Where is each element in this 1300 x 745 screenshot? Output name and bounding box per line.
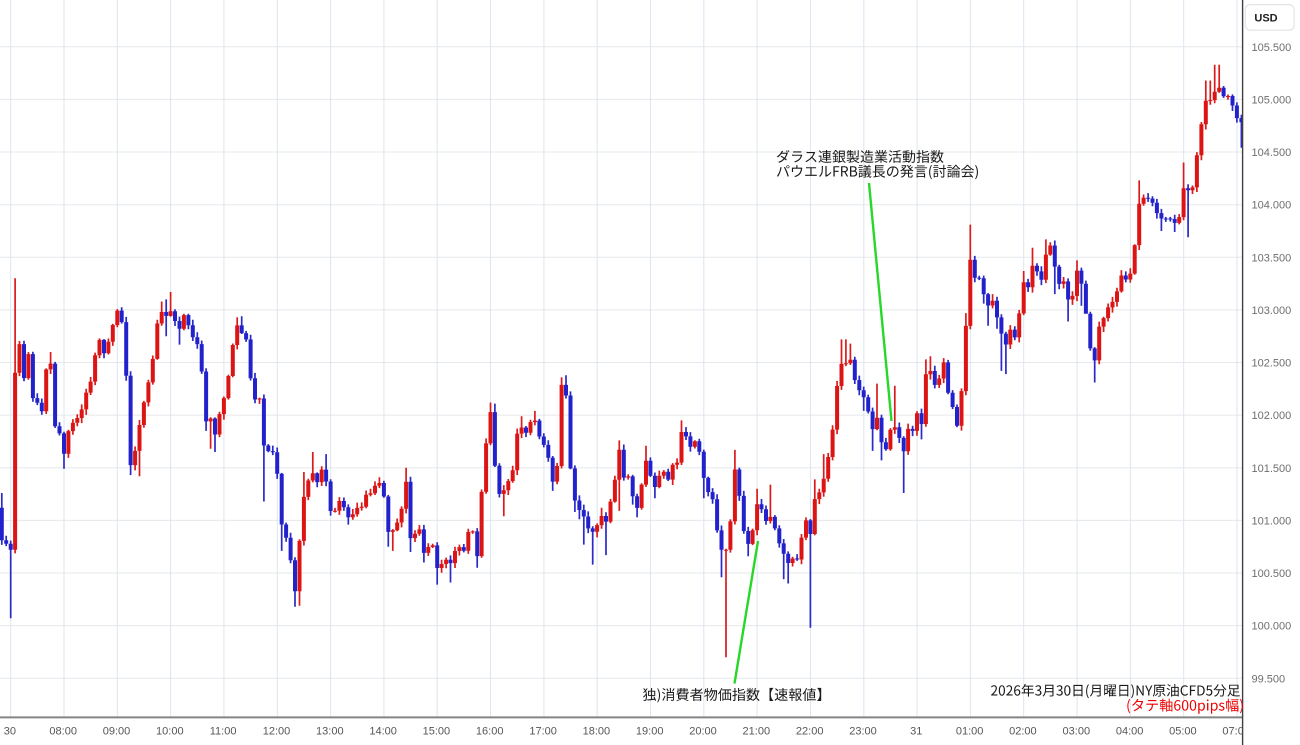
- svg-text:09:00: 09:00: [103, 726, 131, 738]
- svg-text:103.500: 103.500: [1252, 252, 1292, 264]
- svg-text:99.500: 99.500: [1252, 673, 1286, 685]
- svg-text:01:00: 01:00: [956, 726, 984, 738]
- svg-text:11:00: 11:00: [210, 726, 237, 738]
- svg-text:16:00: 16:00: [476, 726, 504, 738]
- svg-text:17:00: 17:00: [529, 726, 557, 738]
- svg-text:18:00: 18:00: [583, 726, 611, 738]
- svg-text:14:00: 14:00: [369, 726, 397, 738]
- svg-text:21:00: 21:00: [743, 726, 771, 738]
- svg-text:22:00: 22:00: [796, 726, 824, 738]
- svg-text:101.000: 101.000: [1252, 515, 1292, 527]
- svg-text:102.000: 102.000: [1252, 410, 1292, 422]
- svg-text:31: 31: [910, 726, 922, 738]
- svg-text:02:00: 02:00: [1009, 726, 1037, 738]
- svg-text:20:00: 20:00: [689, 726, 717, 738]
- svg-text:100.000: 100.000: [1252, 621, 1292, 633]
- svg-text:30: 30: [4, 726, 16, 738]
- svg-text:104.000: 104.000: [1252, 200, 1292, 212]
- svg-text:15:00: 15:00: [423, 726, 451, 738]
- svg-text:105.000: 105.000: [1252, 94, 1292, 106]
- svg-text:05:00: 05:00: [1169, 726, 1197, 738]
- svg-text:08:00: 08:00: [49, 726, 77, 738]
- svg-text:13:00: 13:00: [316, 726, 344, 738]
- svg-text:04:00: 04:00: [1116, 726, 1144, 738]
- svg-text:07:00: 07:00: [1222, 726, 1250, 738]
- svg-text:10:00: 10:00: [156, 726, 184, 738]
- svg-text:12:00: 12:00: [263, 726, 291, 738]
- svg-text:23:00: 23:00: [849, 726, 877, 738]
- svg-text:100.500: 100.500: [1252, 568, 1292, 580]
- svg-text:03:00: 03:00: [1063, 726, 1091, 738]
- svg-text:105.500: 105.500: [1252, 42, 1292, 54]
- svg-text:USD: USD: [1254, 13, 1277, 25]
- svg-text:102.500: 102.500: [1252, 358, 1292, 370]
- svg-text:19:00: 19:00: [636, 726, 664, 738]
- svg-text:101.500: 101.500: [1252, 463, 1292, 475]
- svg-text:104.500: 104.500: [1252, 147, 1292, 159]
- svg-text:103.000: 103.000: [1252, 305, 1292, 317]
